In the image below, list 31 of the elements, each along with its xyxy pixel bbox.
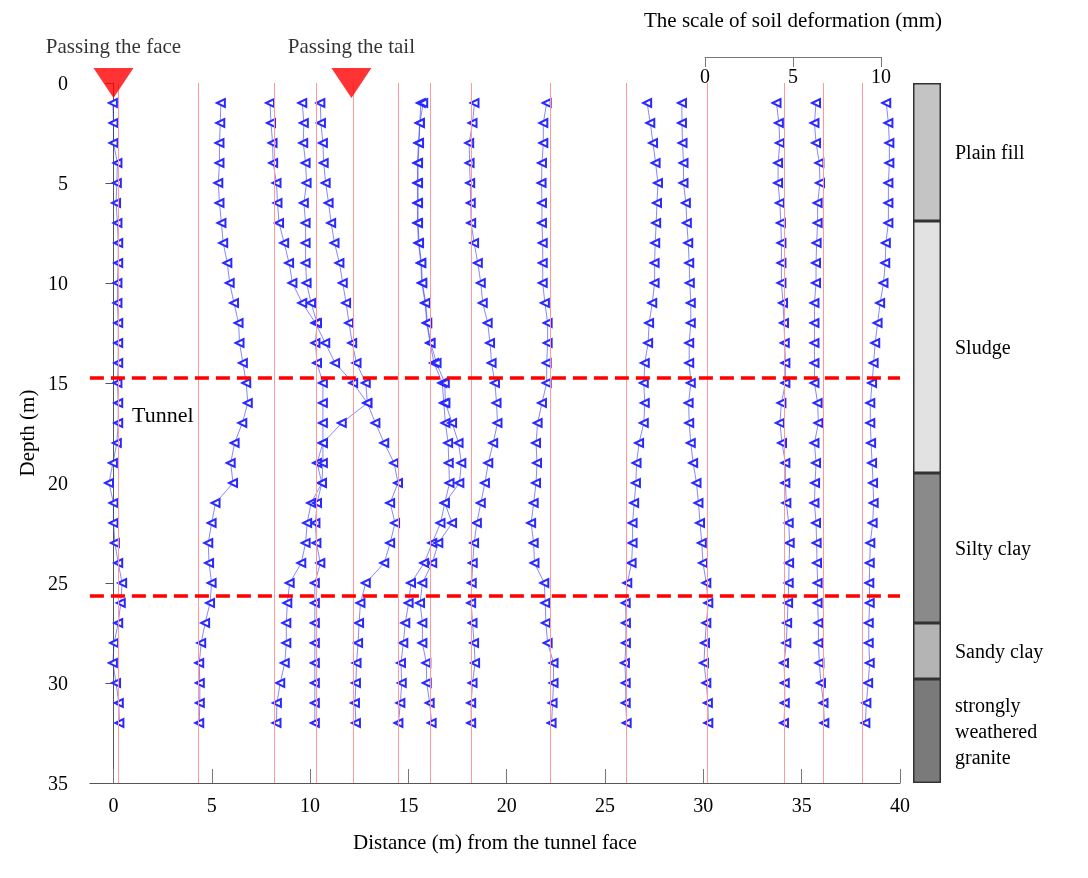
annotation: Tunnel <box>132 401 194 427</box>
x-tick-label: 5 <box>206 794 217 816</box>
series-label: Sandy clay <box>955 640 1044 663</box>
data-label: Passing the face <box>45 33 182 58</box>
y-tick-label: 35 <box>47 772 68 794</box>
x-tick-label: 10 <box>300 794 321 816</box>
y-tick-label: 20 <box>47 472 68 494</box>
y-tick-label: 10 <box>47 272 68 294</box>
series-label: Silty clay <box>955 537 1032 560</box>
x2-tick-label: 0 <box>700 65 710 87</box>
y-tick-label: 0 <box>57 72 68 94</box>
y-tick-label: 30 <box>47 672 68 694</box>
x-axis-title: Distance (m) from the tunnel face <box>352 829 637 854</box>
y-tick-label: 5 <box>57 172 68 194</box>
series-label: Plain fill <box>955 141 1025 163</box>
x-tick-label: 40 <box>890 794 910 816</box>
x-tick-label: 30 <box>693 794 714 816</box>
y-axis-title: Depth (m) <box>14 389 39 477</box>
x-tick-label: 25 <box>595 794 616 816</box>
series-label: Sludge <box>955 336 1011 359</box>
x2-tick-label: 10 <box>871 65 891 87</box>
series-label: strongly weathered granite <box>955 694 1043 769</box>
x2-axis-title: The scale of soil deformation (mm) <box>644 7 942 32</box>
x-tick-label: 35 <box>791 794 812 816</box>
x-tick-label: 0 <box>108 794 119 816</box>
x-tick-label: 15 <box>398 794 419 816</box>
y-tick-label: 25 <box>47 572 68 594</box>
x2-tick-label: 5 <box>788 65 798 87</box>
data-label: Passing the tail <box>287 33 416 58</box>
x-tick-label: 20 <box>496 794 517 816</box>
y-tick-label: 15 <box>47 372 68 394</box>
